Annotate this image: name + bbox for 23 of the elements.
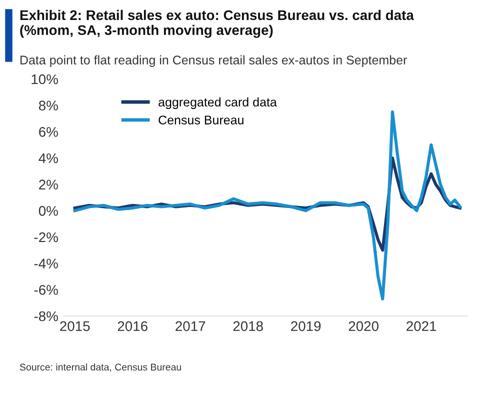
legend-label: Census Bureau — [158, 116, 244, 124]
x-tick-label: 2021 — [406, 321, 436, 332]
line-series — [73, 110, 462, 300]
y-tick-label: -4% — [34, 258, 58, 268]
source-note: Source: internal data, Census Bureau — [20, 363, 181, 372]
y-tick-label: 0% — [38, 206, 58, 216]
y-tick-label: 6% — [39, 127, 58, 137]
y-tick-label: -8% — [34, 311, 58, 322]
x-tick-label: 2020 — [348, 321, 378, 332]
y-tick-label: 2% — [39, 180, 58, 190]
x-tick-label: 2016 — [118, 321, 148, 332]
y-tick-label: 4% — [38, 153, 58, 164]
x-tick-label: 2019 — [291, 321, 321, 332]
legend-label: aggregated card data — [158, 97, 277, 110]
y-tick-label: -2% — [34, 232, 58, 242]
x-tick-label: 2015 — [60, 321, 90, 332]
x-tick-label: 2018 — [233, 321, 263, 332]
y-tick-label: 10% — [32, 74, 58, 84]
x-tick-label: 2017 — [176, 321, 206, 332]
y-tick-label: -6% — [34, 285, 58, 295]
chart-title: Exhibit 2: Retail sales ex auto: Census Bureau vs. card data (%mom, SA, 3-month moving average) — [20, 10, 414, 38]
y-tick-label: 8% — [38, 100, 58, 111]
chart-subtitle: Data point to flat reading in Census retail sales ex-autos in September — [20, 55, 407, 67]
